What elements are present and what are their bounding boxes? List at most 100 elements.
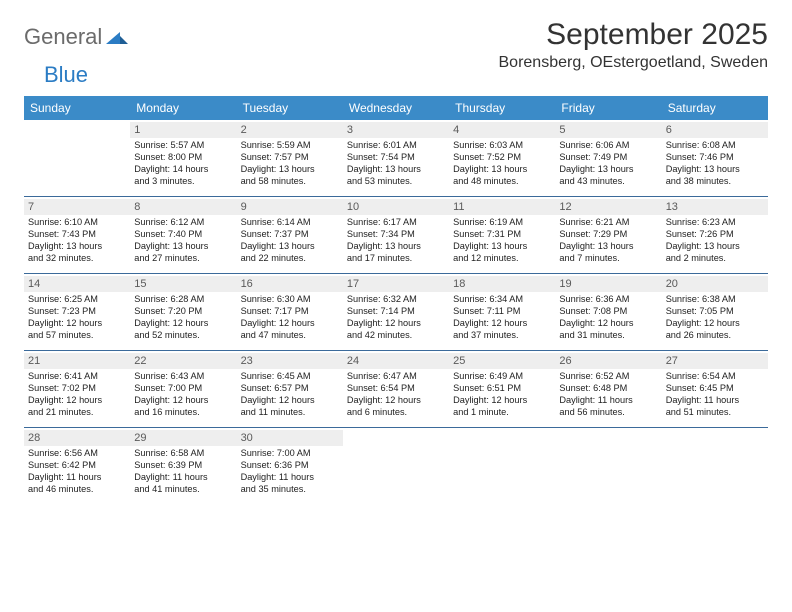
day-sunset: Sunset: 7:31 PM [453, 229, 551, 241]
day-sunset: Sunset: 7:05 PM [666, 306, 764, 318]
day-cell [662, 428, 768, 504]
day-day1: Daylight: 13 hours [559, 241, 657, 253]
day-number: 30 [237, 430, 343, 446]
day-sunset: Sunset: 6:39 PM [134, 460, 232, 472]
day-sunset: Sunset: 7:49 PM [559, 152, 657, 164]
day-number: 5 [555, 122, 661, 138]
day-sunset: Sunset: 7:46 PM [666, 152, 764, 164]
day-sunrise: Sunrise: 6:03 AM [453, 140, 551, 152]
day-sunrise: Sunrise: 6:58 AM [134, 448, 232, 460]
day-day1: Daylight: 11 hours [28, 472, 126, 484]
day-day2: and 35 minutes. [241, 484, 339, 496]
day-sunset: Sunset: 7:54 PM [347, 152, 445, 164]
day-sunset: Sunset: 7:43 PM [28, 229, 126, 241]
day-day2: and 37 minutes. [453, 330, 551, 342]
day-day1: Daylight: 12 hours [241, 318, 339, 330]
day-cell: 20Sunrise: 6:38 AMSunset: 7:05 PMDayligh… [662, 274, 768, 350]
day-cell: 4 Sunrise: 6:03 AMSunset: 7:52 PMDaylight… [449, 120, 555, 196]
day-day1: Daylight: 12 hours [347, 395, 445, 407]
day-number: 2 [237, 122, 343, 138]
day-sunset: Sunset: 6:42 PM [28, 460, 126, 472]
day-sunrise: Sunrise: 6:30 AM [241, 294, 339, 306]
day-day2: and 31 minutes. [559, 330, 657, 342]
day-number: 13 [662, 199, 768, 215]
day-sunrise: Sunrise: 6:28 AM [134, 294, 232, 306]
day-sunset: Sunset: 8:00 PM [134, 152, 232, 164]
day-number: 1 [130, 122, 236, 138]
day-day1: Daylight: 12 hours [453, 395, 551, 407]
day-cell: 9Sunrise: 6:14 AMSunset: 7:37 PMDaylight… [237, 197, 343, 273]
day-sunset: Sunset: 7:52 PM [453, 152, 551, 164]
day-sunrise: Sunrise: 6:47 AM [347, 371, 445, 383]
day-day1: Daylight: 11 hours [666, 395, 764, 407]
day-cell [555, 428, 661, 504]
day-day2: and 56 minutes. [559, 407, 657, 419]
day-sunrise: Sunrise: 6:21 AM [559, 217, 657, 229]
day-sunrise: Sunrise: 7:00 AM [241, 448, 339, 460]
day-day1: Daylight: 12 hours [347, 318, 445, 330]
logo-text-blue: Blue [44, 62, 88, 88]
day-cell: 26Sunrise: 6:52 AMSunset: 6:48 PMDayligh… [555, 351, 661, 427]
day-number: 6 [662, 122, 768, 138]
day-sunrise: Sunrise: 6:08 AM [666, 140, 764, 152]
day-cell [449, 428, 555, 504]
location: Borensberg, OEstergoetland, Sweden [499, 54, 769, 72]
day-cell: 3Sunrise: 6:01 AMSunset: 7:54 PMDaylight… [343, 120, 449, 196]
day-day2: and 16 minutes. [134, 407, 232, 419]
day-day1: Daylight: 13 hours [241, 164, 339, 176]
day-sunrise: Sunrise: 6:52 AM [559, 371, 657, 383]
day-number: 22 [130, 353, 236, 369]
day-number: 28 [24, 430, 130, 446]
day-sunrise: Sunrise: 6:36 AM [559, 294, 657, 306]
day-day1: Daylight: 12 hours [453, 318, 551, 330]
day-day2: and 27 minutes. [134, 253, 232, 265]
day-day2: and 11 minutes. [241, 407, 339, 419]
day-number: 11 [449, 199, 555, 215]
day-cell: 15Sunrise: 6:28 AMSunset: 7:20 PMDayligh… [130, 274, 236, 350]
day-cell: 24Sunrise: 6:47 AMSunset: 6:54 PMDayligh… [343, 351, 449, 427]
day-cell: 11Sunrise: 6:19 AMSunset: 7:31 PMDayligh… [449, 197, 555, 273]
day-number: 21 [24, 353, 130, 369]
day-number: 16 [237, 276, 343, 292]
day-number: 27 [662, 353, 768, 369]
day-cell: 30Sunrise: 7:00 AMSunset: 6:36 PMDayligh… [237, 428, 343, 504]
day-day2: and 46 minutes. [28, 484, 126, 496]
day-day1: Daylight: 13 hours [453, 164, 551, 176]
day-number: 20 [662, 276, 768, 292]
day-sunset: Sunset: 7:11 PM [453, 306, 551, 318]
day-day2: and 6 minutes. [347, 407, 445, 419]
day-number: 15 [130, 276, 236, 292]
day-sunrise: Sunrise: 6:17 AM [347, 217, 445, 229]
day-day2: and 42 minutes. [347, 330, 445, 342]
day-number: 19 [555, 276, 661, 292]
day-sunrise: Sunrise: 6:32 AM [347, 294, 445, 306]
day-day1: Daylight: 13 hours [453, 241, 551, 253]
day-sunrise: Sunrise: 6:25 AM [28, 294, 126, 306]
day-day2: and 41 minutes. [134, 484, 232, 496]
logo-mark-icon [106, 26, 128, 49]
day-sunrise: Sunrise: 5:57 AM [134, 140, 232, 152]
day-number: 29 [130, 430, 236, 446]
day-day2: and 32 minutes. [28, 253, 126, 265]
day-cell: 2Sunrise: 5:59 AMSunset: 7:57 PMDaylight… [237, 120, 343, 196]
day-day1: Daylight: 13 hours [559, 164, 657, 176]
day-sunrise: Sunrise: 6:12 AM [134, 217, 232, 229]
dayheader-thu: Thursday [449, 96, 555, 120]
day-day2: and 38 minutes. [666, 176, 764, 188]
day-number: 23 [237, 353, 343, 369]
day-day2: and 26 minutes. [666, 330, 764, 342]
day-day1: Daylight: 12 hours [28, 318, 126, 330]
day-cell: 13Sunrise: 6:23 AMSunset: 7:26 PMDayligh… [662, 197, 768, 273]
day-day2: and 57 minutes. [28, 330, 126, 342]
month-title: September 2025 [499, 18, 769, 52]
day-day1: Daylight: 13 hours [241, 241, 339, 253]
day-number: 24 [343, 353, 449, 369]
day-sunrise: Sunrise: 6:54 AM [666, 371, 764, 383]
day-day2: and 58 minutes. [241, 176, 339, 188]
dayheader-fri: Friday [555, 96, 661, 120]
day-number: 12 [555, 199, 661, 215]
dayheader-sat: Saturday [662, 96, 768, 120]
day-day2: and 21 minutes. [28, 407, 126, 419]
day-number: 4 [449, 122, 555, 138]
week-row: 1 Sunrise: 5:57 AMSunset: 8:00 PM Daylight… [24, 120, 768, 196]
